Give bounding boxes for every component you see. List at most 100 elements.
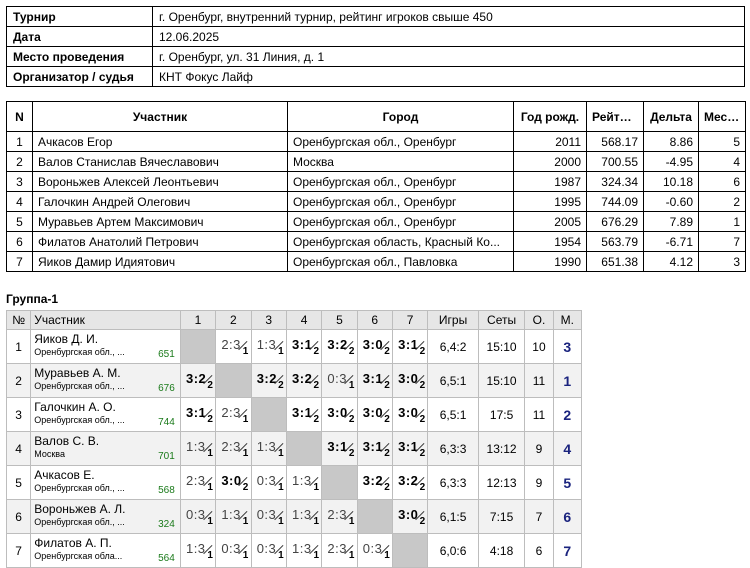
match-score: 3:0: [221, 473, 242, 488]
match-points: 2: [348, 414, 355, 425]
match-result: 3:1 2: [394, 434, 426, 460]
match-result-cell: 0:3 1: [215, 533, 252, 568]
match-result: 3:2 2: [288, 366, 320, 392]
match-result: 2:3 1: [323, 536, 355, 562]
match-score: 1:3: [185, 439, 206, 454]
cross-header-points: О.: [524, 310, 554, 330]
match-result: 3:1 2: [359, 366, 391, 392]
participant-city: Оренбургская обл., Павловка: [287, 251, 514, 272]
cross-points: 6: [524, 533, 554, 568]
cross-row-n: 3: [5, 397, 32, 432]
match-result: 3:2 2: [394, 468, 426, 494]
match-score: 3:2: [398, 473, 419, 488]
match-points: 1: [242, 550, 249, 561]
cross-player-rating: 564: [158, 553, 175, 564]
cross-player-rating: 744: [158, 417, 175, 428]
cross-header-sets: Сеты: [477, 310, 526, 330]
match-points: 2: [313, 414, 320, 425]
match-score: 3:1: [362, 439, 384, 454]
cross-player-city: Оренбургская обла...: [34, 551, 123, 561]
match-score: 0:3: [256, 473, 277, 488]
participant-n: 5: [6, 211, 33, 232]
cross-games: 6,5:1: [427, 363, 479, 398]
cross-header-place: М.: [552, 310, 583, 330]
cross-player-cell: Галочкин А. О. Оренбургская обл., ... 744: [30, 397, 181, 432]
match-result: 1:3 1: [253, 434, 285, 460]
match-points: 1: [313, 482, 320, 493]
cross-row: 5 Ачкасов Е. Оренбургская обл., ... 568 2:3 1…: [5, 465, 583, 500]
match-points: 1: [278, 448, 284, 459]
cross-diagonal-cell: [250, 397, 287, 432]
cross-row-n: 6: [5, 499, 32, 534]
participant-name: Филатов Анатолий Петрович: [32, 231, 288, 252]
match-result: 1:3 1: [182, 536, 214, 562]
participant-city: Оренбургская область, Красный Ко...: [287, 231, 514, 252]
match-result: 2:3 1: [182, 468, 214, 494]
match-result: 3:0 2: [394, 400, 426, 426]
participant-place: 7: [698, 231, 746, 252]
match-score: 1:3: [292, 473, 312, 488]
cross-header-row: № Участник 1 2 3 4 5 6 7 Игры Сеты О. М.: [5, 310, 583, 330]
cross-player-city: Москва: [34, 449, 65, 459]
cross-points: 11: [524, 397, 554, 432]
match-points: 1: [348, 550, 355, 561]
match-result: 2:3 1: [323, 502, 355, 528]
match-points: 2: [348, 346, 355, 357]
cross-player-cell: Яиков Д. И. Оренбургская обл., ... 651: [30, 329, 181, 364]
cross-diagonal-cell: [391, 533, 429, 568]
match-result-cell: 3:0 2: [356, 397, 393, 432]
cross-place: 6: [552, 499, 583, 534]
match-score: 3:0: [398, 507, 419, 522]
cross-player-name: Филатов А. П.: [34, 536, 112, 550]
match-result: 3:0 2: [359, 332, 391, 358]
cross-header-opponent: 6: [356, 310, 393, 330]
cross-row: 4 Валов С. В. Москва 701 1:3 1 2:3 1 1:3 1 3:1 2 3:1…: [5, 431, 583, 466]
cross-games: 6,4:2: [427, 329, 479, 364]
cross-header-opponent: 3: [250, 310, 287, 330]
match-result: 3:2 2: [182, 366, 214, 392]
participant-row: 4 Галочкин Андрей Олегович Оренбургская об…: [6, 191, 746, 212]
participant-row: 6 Филатов Анатолий Петрович Оренбургская о…: [6, 231, 746, 252]
match-result-cell: 3:2 2: [321, 329, 358, 364]
participant-place: 2: [698, 191, 746, 212]
match-result-cell: 1:3 1: [285, 499, 323, 534]
match-points: 1: [278, 516, 284, 527]
match-points: 1: [278, 550, 284, 561]
cross-games: 6,3:3: [427, 465, 479, 500]
match-result: 0:3 1: [182, 502, 214, 528]
match-points: 1: [278, 346, 284, 357]
participant-rating: 700.55: [586, 151, 644, 172]
cross-place: 2: [552, 397, 583, 432]
match-score: 0:3: [362, 541, 383, 556]
participant-delta: 10.18: [643, 171, 699, 192]
match-result: 3:0 2: [323, 400, 355, 426]
match-result-cell: 3:0 2: [391, 363, 429, 398]
cross-header-opponent: 4: [285, 310, 323, 330]
cross-sets: 12:13: [477, 465, 526, 500]
match-points: 2: [419, 448, 426, 459]
match-score: 1:3: [221, 507, 241, 522]
cross-points: 10: [524, 329, 554, 364]
match-points: 1: [207, 516, 213, 527]
cross-points: 9: [524, 465, 554, 500]
participant-n: 2: [6, 151, 33, 172]
participant-name: Муравьев Артем Максимович: [32, 211, 288, 232]
match-result-cell: 3:0 2: [391, 397, 429, 432]
cross-row: 2 Муравьев А. М. Оренбургская обл., ... 676…: [5, 363, 583, 398]
participants-header-cell: Рейтинг: [586, 101, 644, 132]
participant-row: 3 Вороньжев Алексей Леонтьевич Оренбургска…: [6, 171, 746, 192]
cross-row-n: 5: [5, 465, 32, 500]
participants-header-row: N Участник Город Год рожд. Рейтинг Дельта Мест…: [6, 101, 746, 132]
match-points: 1: [348, 380, 355, 391]
match-result-cell: 3:0 2: [321, 397, 358, 432]
participant-name: Яиков Дамир Идиятович: [32, 251, 288, 272]
match-score: 3:1: [327, 439, 348, 454]
match-points: 1: [207, 448, 213, 459]
cross-sets: 13:12: [477, 431, 526, 466]
cross-player-cell: Филатов А. П. Оренбургская обла... 564: [30, 533, 181, 568]
match-points: 2: [419, 346, 426, 357]
participant-n: 1: [6, 131, 33, 152]
match-result-cell: 3:0 2: [215, 465, 252, 500]
match-points: 2: [384, 414, 390, 425]
cross-header-name: Участник: [30, 310, 181, 330]
